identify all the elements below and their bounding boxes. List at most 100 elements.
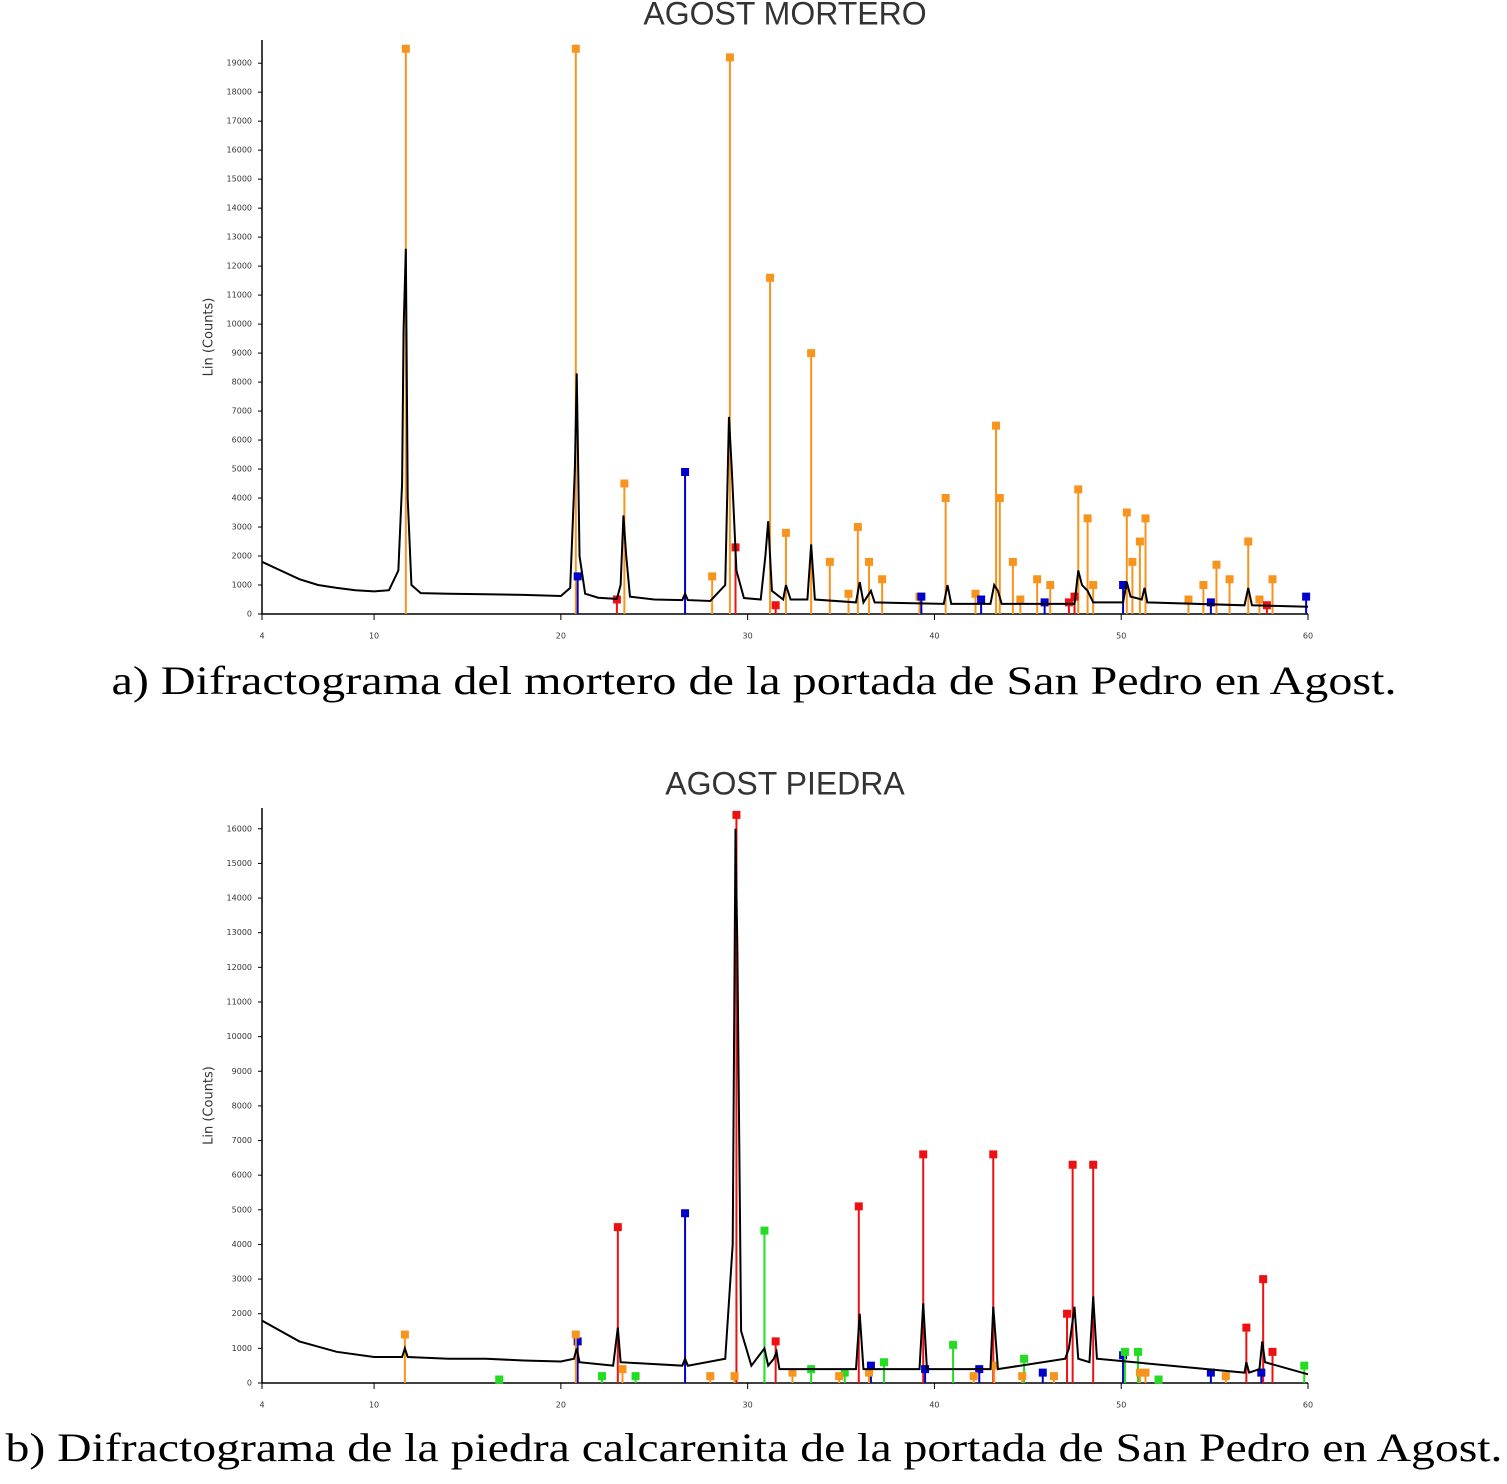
y-tick-label: 18000	[227, 88, 252, 97]
reference-stick	[1008, 557, 1017, 614]
caption: a) Difractograma del mortero de la porta…	[112, 658, 1397, 703]
reference-stick	[1064, 598, 1073, 614]
y-tick-label: 6000	[232, 1171, 252, 1180]
reference-stick	[1242, 1323, 1251, 1383]
y-tick-label: 10000	[227, 1032, 252, 1041]
reference-stick	[730, 1372, 739, 1383]
reference-stick	[1255, 595, 1264, 614]
y-tick-label: 12000	[227, 963, 252, 972]
reference-stick	[681, 467, 690, 614]
reference-stick	[788, 1368, 797, 1383]
reference-stick	[1033, 575, 1042, 614]
reference-stick	[1083, 514, 1092, 614]
reference-stick	[917, 592, 926, 614]
y-tick-label: 10000	[227, 320, 252, 329]
y-tick-label: 16000	[227, 824, 252, 833]
y-tick-label: 9000	[232, 1067, 252, 1076]
x-tick-label: 10	[369, 1401, 379, 1410]
reference-stick	[1244, 537, 1253, 614]
reference-stick	[1135, 537, 1144, 614]
reference-stick	[1122, 508, 1131, 614]
y-tick-label: 13000	[227, 233, 252, 242]
reference-stick	[1134, 1347, 1143, 1383]
y-tick-label: 4000	[232, 1240, 252, 1249]
reference-stick	[1141, 514, 1150, 614]
y-tick-label: 12000	[227, 262, 252, 271]
reference-stick	[681, 1209, 690, 1383]
reference-stick	[781, 528, 790, 614]
reference-stick	[1225, 575, 1234, 614]
reference-stick	[949, 1340, 958, 1383]
x-tick-label: 30	[743, 1401, 753, 1410]
reference-stick	[1184, 595, 1193, 614]
y-tick-label: 9000	[232, 349, 252, 358]
x-tick-label: 30	[743, 632, 753, 641]
reference-stick	[1268, 1347, 1277, 1383]
x-tick-label: 20	[556, 1401, 566, 1410]
y-tick-label: 8000	[232, 378, 252, 387]
y-tick-label: 7000	[232, 1136, 252, 1145]
y-tick-label: 14000	[227, 894, 252, 903]
x-tick-label: 40	[929, 1401, 939, 1410]
reference-stick	[1154, 1375, 1163, 1384]
y-tick-label: 8000	[232, 1101, 252, 1110]
reference-stick	[1120, 1347, 1129, 1383]
reference-stick	[613, 1223, 622, 1383]
y-tick-label: 14000	[227, 204, 252, 213]
x-tick-label: 4	[259, 632, 264, 641]
reference-stick	[879, 1358, 888, 1383]
x-tick-label: 10	[369, 632, 379, 641]
diffraction-line	[261, 248, 1309, 608]
reference-stick	[1221, 1372, 1230, 1383]
x-tick-label: 60	[1303, 1401, 1313, 1410]
reference-stick	[854, 1202, 863, 1383]
y-axis-label: Lin (Counts)	[202, 1066, 217, 1145]
x-tick-label: 50	[1116, 1401, 1126, 1410]
reference-stick	[844, 589, 853, 614]
reference-stick	[1300, 1361, 1309, 1383]
reference-stick	[1089, 581, 1098, 614]
reference-stick	[708, 572, 717, 614]
reference-stick	[1063, 1309, 1072, 1383]
reference-stick	[1040, 598, 1049, 614]
y-tick-label: 0	[247, 610, 252, 619]
reference-stick	[571, 1330, 580, 1383]
reference-stick	[706, 1372, 715, 1383]
reference-stick	[1257, 1368, 1266, 1383]
reference-stick	[571, 44, 580, 614]
reference-stick	[618, 1365, 627, 1383]
diffraction-line	[261, 828, 1309, 1376]
reference-stick	[977, 595, 986, 614]
reference-stick	[1089, 1160, 1098, 1383]
reference-stick	[1128, 557, 1137, 614]
reference-stick	[853, 523, 862, 614]
y-tick-label: 7000	[232, 407, 252, 416]
reference-stick	[969, 1372, 978, 1383]
reference-stick	[1268, 575, 1277, 614]
y-tick-label: 5000	[232, 1205, 252, 1214]
reference-stick	[400, 1330, 409, 1383]
y-tick-label: 11000	[227, 291, 252, 300]
reference-stick	[1302, 592, 1311, 614]
y-tick-label: 3000	[232, 523, 252, 532]
reference-stick	[865, 557, 874, 614]
reference-stick	[1199, 581, 1208, 614]
y-tick-label: 5000	[232, 465, 252, 474]
y-tick-label: 1000	[232, 581, 252, 590]
reference-stick	[1262, 601, 1271, 614]
reference-stick	[1259, 1275, 1268, 1383]
reference-stick	[807, 349, 816, 614]
reference-stick	[1016, 595, 1025, 614]
y-tick-label: 2000	[232, 1309, 252, 1318]
x-tick-label: 4	[259, 1401, 264, 1410]
reference-stick	[1141, 1368, 1150, 1383]
reference-stick	[1212, 560, 1221, 614]
y-tick-label: 15000	[227, 175, 252, 184]
reference-stick	[989, 1150, 998, 1383]
y-tick-label: 1000	[232, 1344, 252, 1353]
reference-stick	[597, 1372, 606, 1383]
x-tick-label: 50	[1116, 632, 1126, 641]
reference-stick	[1046, 581, 1055, 614]
